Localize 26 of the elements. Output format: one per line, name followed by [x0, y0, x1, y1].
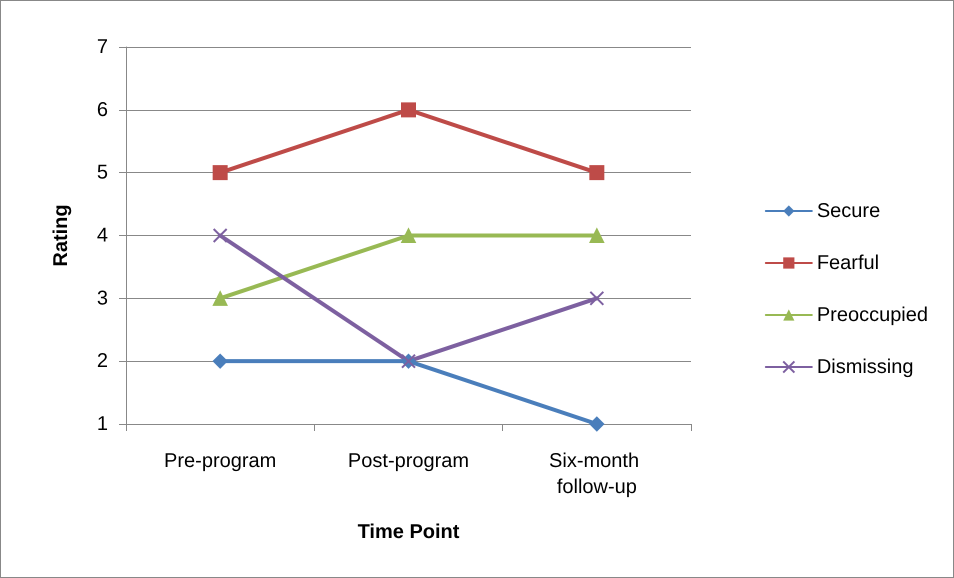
point: [212, 354, 228, 369]
point: [589, 416, 604, 432]
y-axis-title: Rating: [50, 204, 72, 267]
legend-label: Secure: [816, 200, 880, 222]
x-axis-title: Time Point: [358, 521, 460, 543]
y-tick-label: 1: [96, 413, 108, 435]
point: [401, 102, 416, 118]
y-tick-label: 3: [96, 287, 108, 310]
x-tick-label: Pre-program: [164, 450, 276, 472]
point: [212, 228, 228, 243]
y-tick-label: 5: [96, 162, 108, 184]
x-tick-label: Post-program: [348, 450, 470, 472]
x-tick-label: Six-month follow-up: [549, 450, 645, 498]
legend-label: Fearful: [816, 252, 880, 274]
point: [589, 165, 604, 180]
point: [401, 228, 416, 243]
legend-label: Preoccupied: [816, 304, 928, 326]
y-tick-label: 4: [96, 224, 108, 246]
point: [212, 290, 228, 306]
point: [589, 290, 604, 306]
point: [589, 228, 604, 243]
y-tick-label: 2: [96, 350, 108, 372]
legend-label: Dismissing: [816, 356, 914, 378]
point: [212, 165, 228, 180]
y-tick-label: 7: [96, 36, 108, 58]
y-tick-label: 6: [96, 98, 108, 121]
